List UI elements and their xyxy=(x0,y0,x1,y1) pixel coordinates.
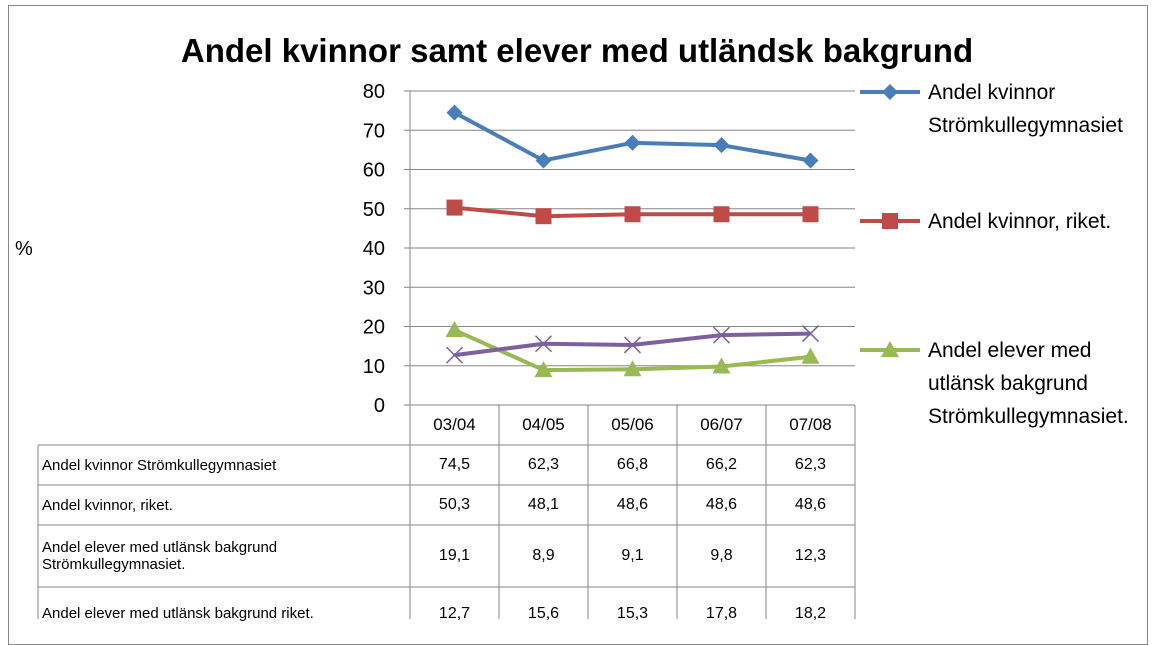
legend-label: Andel kvinnor Strömkullegymnasiet xyxy=(928,81,1123,137)
table-row-label: Andel kvinnor, riket. xyxy=(42,496,173,514)
marker xyxy=(535,208,552,225)
x-tick-label: 06/07 xyxy=(700,415,743,434)
table-value: 9,1 xyxy=(621,547,644,564)
y-tick-label: 60 xyxy=(363,160,385,182)
marker xyxy=(534,335,553,353)
table-row-label: Andel elever med utlänsk bakgrund Strömk… xyxy=(42,539,278,573)
marker xyxy=(712,357,731,374)
y-tick-label: 0 xyxy=(374,395,385,417)
y-tick-label: 20 xyxy=(363,317,385,339)
marker xyxy=(623,360,642,377)
marker xyxy=(623,336,642,354)
x-tick-label: 07/08 xyxy=(789,415,832,434)
y-tick-label: 50 xyxy=(363,199,385,221)
y-axis-label: % xyxy=(15,238,33,260)
table-value: 19,1 xyxy=(438,547,471,564)
marker xyxy=(446,104,463,121)
table-value: 17,8 xyxy=(705,604,738,622)
x-tick-label: 05/06 xyxy=(611,415,654,434)
legend-label: Andel kvinnor, riket. xyxy=(928,210,1112,233)
marker xyxy=(446,199,463,216)
marker xyxy=(624,206,641,223)
y-tick-label: 10 xyxy=(363,356,385,378)
table-value: 12,3 xyxy=(794,547,827,564)
marker xyxy=(445,346,464,364)
table-value: 48,6 xyxy=(705,496,738,513)
table-value: 62,3 xyxy=(527,456,560,473)
table-value: 15,3 xyxy=(616,604,649,622)
y-tick-label: 70 xyxy=(363,120,385,142)
marker xyxy=(712,326,731,344)
table-value: 50,3 xyxy=(438,496,471,513)
page: Andel kvinnor samt elever med utländsk b… xyxy=(8,5,1148,645)
table-value: 15,6 xyxy=(527,604,560,622)
marker xyxy=(445,321,464,338)
table-value: 9,8 xyxy=(710,547,733,564)
table-value: 12,7 xyxy=(438,604,471,622)
legend-label: Andel elever med utlänsk bakgrund Strömk… xyxy=(928,339,1129,428)
y-tick-label: 40 xyxy=(363,238,385,260)
marker xyxy=(713,206,730,223)
marker xyxy=(535,152,552,169)
marker xyxy=(713,137,730,154)
marker xyxy=(801,325,820,343)
marker xyxy=(881,341,899,357)
table-value: 48,6 xyxy=(794,496,827,513)
table-value: 48,1 xyxy=(527,496,560,513)
table-value: 48,6 xyxy=(616,496,649,513)
table-row-label: Andel elever med utlänsk bakgrund riket. xyxy=(42,605,314,622)
chart-title: Andel kvinnor samt elever med utländsk b… xyxy=(180,32,974,69)
x-tick-label: 03/04 xyxy=(433,415,476,434)
marker xyxy=(882,213,898,229)
x-tick-label: 04/05 xyxy=(522,415,565,434)
y-tick-label: 30 xyxy=(363,277,385,299)
marker xyxy=(882,84,898,100)
table-value: 62,3 xyxy=(794,456,827,473)
table-value: 66,8 xyxy=(616,456,649,473)
marker xyxy=(802,152,819,169)
table-value: 74,5 xyxy=(438,456,471,473)
table-value: 66,2 xyxy=(705,456,738,473)
marker xyxy=(801,347,820,364)
table-value: 18,2 xyxy=(794,604,827,622)
table-row-label: Andel kvinnor Strömkullegymnasiet xyxy=(42,456,277,474)
marker xyxy=(624,134,641,151)
table-value: 8,9 xyxy=(532,547,555,564)
plot: 0 10 20 30 40 50 60 70 80 xyxy=(37,81,920,619)
marker xyxy=(534,361,553,378)
marker xyxy=(802,206,819,223)
y-tick-label: 80 xyxy=(363,81,385,103)
